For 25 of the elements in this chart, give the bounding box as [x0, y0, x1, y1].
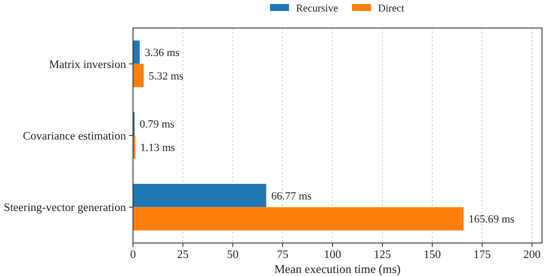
x-tick-label: 50 [227, 249, 239, 261]
data-label: 0.79 ms [140, 118, 174, 131]
x-tick-label: 25 [177, 249, 189, 261]
data-label: 165.69 ms [468, 214, 514, 226]
bar [133, 40, 140, 64]
x-tick-label: 75 [276, 249, 289, 261]
bar [133, 184, 266, 208]
data-label: 66.77 ms [271, 190, 312, 202]
x-tick-label: 200 [523, 249, 541, 261]
x-tick-label: 100 [324, 249, 342, 261]
data-label: 3.36 ms [144, 47, 180, 60]
x-tick-label: 175 [474, 249, 492, 261]
legend-label: Recursive [296, 4, 338, 15]
y-tick-label: Covariance estimation [22, 130, 126, 143]
data-label: 1.13 ms [140, 142, 176, 154]
x-axis-title: Mean execution time (ms) [274, 262, 401, 276]
x-tick-label: 150 [424, 249, 442, 261]
bar [133, 64, 144, 88]
x-tick-label: 0 [130, 249, 136, 261]
y-tick-label: Steering-vector generation [4, 202, 126, 214]
data-label: 5.32 ms [148, 70, 184, 82]
x-tick-label: 125 [374, 249, 392, 261]
bar [133, 207, 464, 230]
legend-label: Direct [378, 4, 404, 15]
y-tick-label: Matrix inversion [49, 58, 126, 71]
